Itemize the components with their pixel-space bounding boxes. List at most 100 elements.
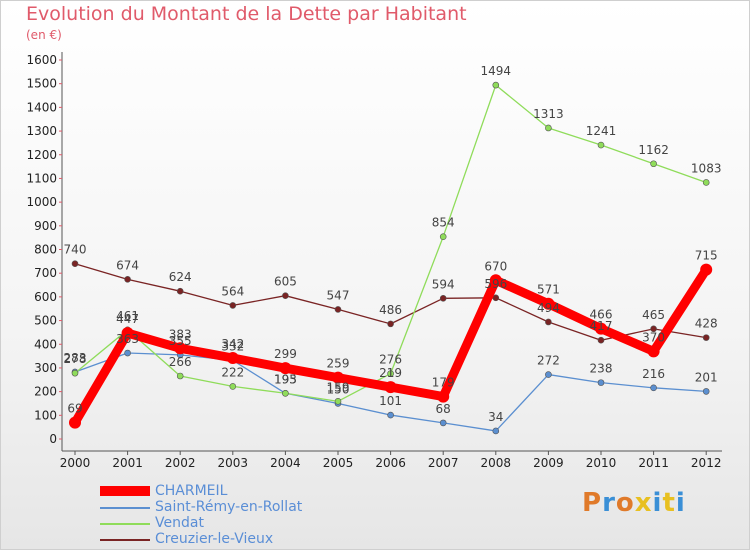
data-point: [176, 287, 184, 295]
data-label: 219: [379, 366, 402, 380]
data-label: 342: [221, 337, 244, 351]
data-point: [282, 292, 289, 299]
axes: 0 100 200 300 400 500 600 700 800 900 1000 1100 1200…: [26, 52, 722, 470]
data-point: [229, 383, 237, 390]
y-tick-label: 500: [34, 314, 57, 328]
data-point: [226, 351, 239, 364]
data-label: 68: [436, 402, 451, 416]
y-tick-label: 800: [34, 243, 57, 257]
data-label: 69: [67, 402, 82, 416]
data-label: 447: [116, 312, 139, 326]
data-point: [387, 370, 394, 377]
data-point: [439, 294, 447, 302]
data-point: [489, 274, 502, 287]
data-label: 238: [590, 362, 613, 376]
legend-label: Vendat: [155, 515, 204, 531]
data-label: 494: [537, 301, 560, 315]
data-label: 624: [169, 270, 192, 284]
data-point: [124, 349, 131, 357]
data-point: [282, 389, 289, 397]
legend-swatch: [100, 523, 150, 525]
x-tick-label: 2011: [638, 456, 669, 470]
x-tick-label: 2000: [60, 456, 91, 470]
data-label: 740: [64, 243, 87, 257]
series-layer: [69, 81, 713, 435]
y-tick-label: 100: [34, 408, 57, 422]
data-point: [387, 411, 394, 419]
data-label: 299: [274, 347, 297, 361]
data-point: [595, 322, 607, 335]
y-tick-label: 600: [34, 290, 57, 304]
data-point: [545, 371, 552, 378]
y-tick-label: 1400: [26, 100, 57, 114]
data-point: [279, 362, 292, 375]
data-label: 854: [432, 216, 455, 230]
x-tick-label: 2010: [586, 456, 617, 470]
y-tick-label: 1500: [26, 77, 57, 91]
x-tick-label: 2009: [533, 456, 564, 470]
data-point: [439, 233, 447, 241]
data-label: 428: [695, 317, 718, 331]
data-point: [702, 179, 710, 186]
data-label: 272: [537, 354, 560, 368]
x-tick-label: 2004: [270, 456, 301, 470]
data-label: 332: [221, 339, 244, 353]
data-point: [545, 318, 552, 326]
x-tick-label: 2008: [481, 456, 512, 470]
data-label: 417: [590, 319, 613, 333]
data-label: 594: [432, 277, 455, 291]
data-label: 1313: [533, 107, 564, 121]
data-label: 283: [64, 351, 87, 365]
data-point: [71, 260, 79, 268]
data-point: [647, 345, 660, 358]
data-point: [334, 306, 342, 313]
data-point: [69, 416, 81, 429]
data-point: [121, 327, 134, 340]
data-point: [71, 369, 79, 377]
y-tick-label: 1000: [26, 195, 57, 209]
data-point: [384, 381, 397, 394]
x-tick-label: 2003: [218, 456, 249, 470]
x-tick-label: 2006: [375, 456, 406, 470]
data-label: 34: [488, 410, 503, 424]
data-label: 150: [327, 382, 350, 396]
data-label: 605: [274, 275, 297, 289]
legend-swatch: [100, 539, 150, 541]
data-label: 571: [537, 283, 560, 297]
x-tick-label: 2001: [112, 456, 143, 470]
data-point: [439, 419, 447, 427]
data-point: [387, 320, 394, 328]
data-label: 355: [169, 334, 192, 348]
x-tick-label: 2005: [323, 456, 354, 470]
data-label: 216: [642, 367, 665, 381]
data-label: 276: [379, 353, 402, 367]
y-tick-label: 1600: [26, 53, 57, 67]
data-label: 278: [64, 352, 87, 366]
data-label: 596: [484, 277, 507, 291]
data-label: 383: [169, 327, 192, 341]
data-label: 465: [642, 308, 665, 322]
y-tick-label: 200: [34, 385, 57, 399]
data-label: 564: [221, 284, 244, 298]
data-point: [124, 276, 131, 283]
data-label: 259: [327, 357, 350, 371]
data-label: 193: [274, 372, 297, 386]
data-label: 222: [221, 365, 244, 379]
data-label: 363: [116, 332, 139, 346]
data-point: [174, 342, 187, 355]
y-tick-label: 1100: [26, 171, 57, 185]
x-tick-label: 2002: [165, 456, 196, 470]
data-point: [332, 371, 344, 384]
data-point: [542, 297, 555, 310]
data-label: 486: [379, 303, 402, 317]
data-labels: 740 674 624 564 605 547 486 594 596 494 417 465 428 2…: [64, 64, 722, 424]
data-label: 195: [274, 372, 297, 386]
data-label: 674: [116, 258, 139, 272]
legend-swatch: [100, 486, 150, 496]
data-label: 266: [169, 355, 192, 369]
data-label: 670: [484, 259, 507, 273]
data-label: 466: [590, 308, 613, 322]
y-tick-label: 0: [49, 432, 57, 446]
y-tick-label: 900: [34, 219, 57, 233]
